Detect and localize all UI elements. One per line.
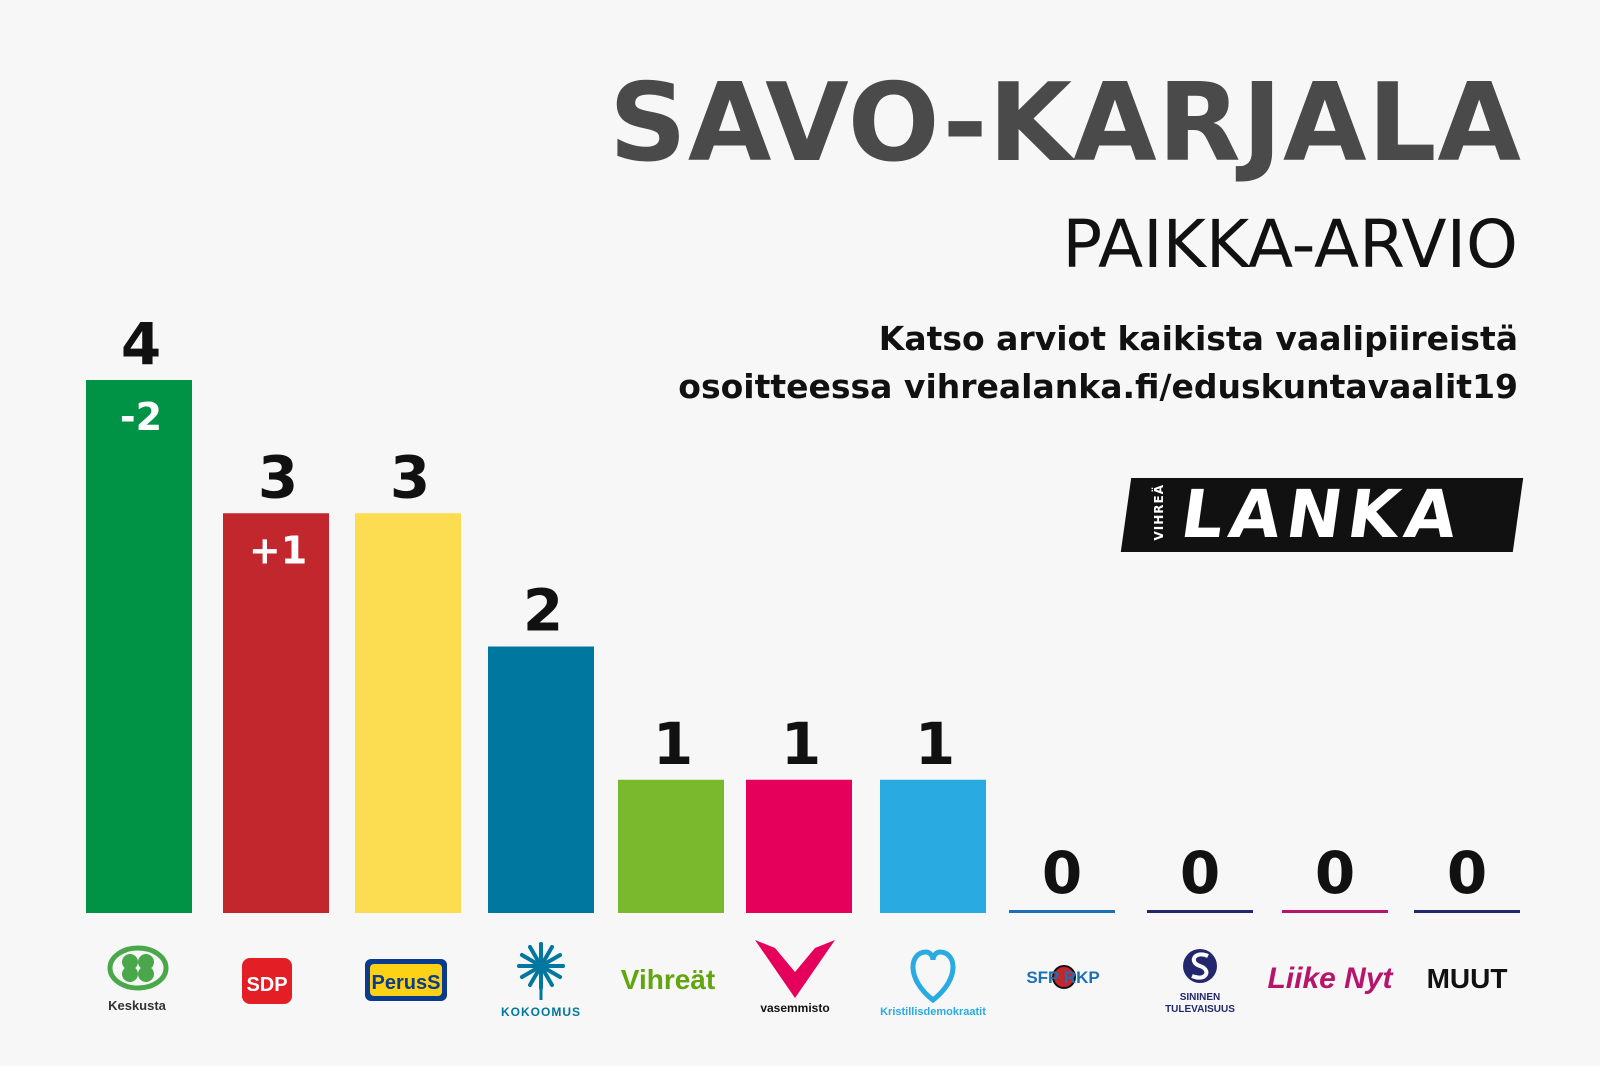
keskusta-logo: Keskusta — [107, 945, 169, 1013]
zero-bar-line-8 — [1147, 910, 1253, 913]
party-name-label: SFP RKP — [1026, 968, 1099, 987]
party-name-label: MUUT — [1427, 963, 1508, 994]
kokoomus-logo: KOKOOMUS — [501, 942, 581, 1019]
seat-change-label: -2 — [120, 395, 162, 439]
bar-5 — [746, 779, 852, 913]
party-name-label: PerusS — [372, 972, 441, 994]
liike-nyt-logo: Liike Nyt — [1267, 962, 1394, 995]
page-title: SAVO-KARJALA — [609, 61, 1522, 186]
seat-value-label: 1 — [781, 710, 821, 778]
kd-logo: Kristillisdemokraatit — [880, 949, 986, 1018]
seat-value-label: 0 — [1447, 839, 1487, 907]
vihreat-logo: Vihreät — [621, 964, 715, 995]
bar-6 — [880, 779, 986, 913]
bar-2 — [355, 513, 461, 913]
muut-label: MUUT — [1427, 963, 1508, 994]
bar-1 — [223, 513, 329, 913]
bar-4 — [618, 779, 724, 913]
party-name-label: vasemmisto — [760, 1001, 829, 1015]
seat-value-label: 0 — [1180, 839, 1220, 907]
info-note-line-1: Katso arviot kaikista vaalipiireistä — [878, 319, 1518, 358]
party-name-label: Keskusta — [108, 998, 167, 1013]
page-subtitle: PAIKKA-ARVIO — [1062, 206, 1518, 283]
seat-value-label: 2 — [523, 577, 563, 645]
party-name-label: Kristillisdemokraatit — [880, 1006, 986, 1018]
perussuomalaiset-logo: PerusS — [365, 959, 447, 1001]
bar-3 — [488, 646, 594, 913]
info-note-line-2: osoitteessa vihrealanka.fi/eduskuntavaal… — [678, 367, 1518, 406]
party-name-label: SININEN — [1180, 992, 1221, 1003]
party-name-label: KOKOOMUS — [501, 1005, 581, 1019]
sfp-rkp-logo: SFP RKP — [1026, 965, 1100, 989]
seat-value-label: 1 — [915, 710, 955, 778]
seat-change-label: +1 — [249, 528, 307, 572]
party-name-label: TULEVAISUUS — [1165, 1004, 1235, 1015]
sdp-logo: SDP — [242, 958, 292, 1004]
party-name-label: SDP — [246, 974, 287, 996]
party-name-label: Vihreät — [621, 964, 715, 995]
seat-value-label: 0 — [1315, 839, 1355, 907]
seat-value-label: 3 — [258, 443, 298, 511]
zero-bar-line-9 — [1282, 910, 1388, 913]
seat-value-label: 4 — [121, 310, 161, 378]
zero-bar-line-7 — [1009, 910, 1115, 913]
bar-0 — [86, 380, 192, 913]
vasemmisto-logo: vasemmisto — [755, 940, 835, 1015]
seat-value-label: 3 — [390, 443, 430, 511]
zero-bar-line-10 — [1414, 910, 1520, 913]
party-name-label: Liike Nyt — [1267, 962, 1394, 995]
seat-value-label: 0 — [1042, 839, 1082, 907]
seat-value-label: 1 — [653, 710, 693, 778]
